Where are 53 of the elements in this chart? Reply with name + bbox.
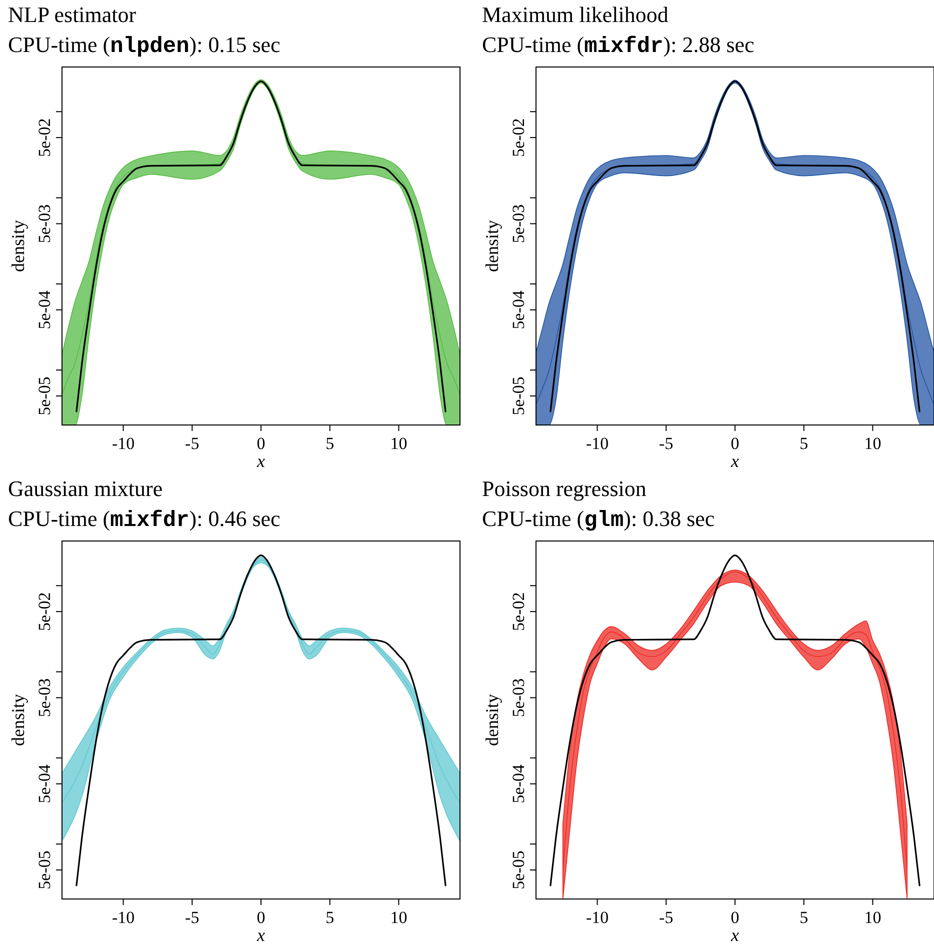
x-tick-label: 0 (730, 908, 740, 927)
x-tick-label: 5 (326, 434, 334, 453)
x-tick-label: -5 (659, 434, 674, 453)
x-tick-label: 10 (390, 434, 408, 453)
x-axis-title: x (256, 925, 265, 945)
x-tick-label: 5 (800, 434, 808, 453)
y-tick-label: 5e-05 (35, 850, 54, 890)
y-tick-label: 5e-04 (509, 764, 528, 804)
y-tick-label: 5e-05 (509, 850, 528, 890)
chart-subtitle: CPU-time (glm): 0.38 sec (482, 506, 715, 533)
chart-subtitle: CPU-time (mixfdr): 0.46 sec (8, 506, 281, 533)
y-tick-label: 5e-05 (35, 376, 54, 416)
x-axis-title: x (730, 925, 739, 945)
chart-title: NLP estimator (8, 2, 137, 27)
y-axis-title: density (482, 220, 502, 272)
x-axis-title: x (256, 451, 265, 471)
x-tick-label: 0 (256, 908, 266, 927)
x-tick-label: -5 (185, 434, 200, 453)
x-tick-label: 10 (864, 434, 882, 453)
x-tick-label: -5 (185, 908, 200, 927)
x-tick-label: -5 (659, 908, 674, 927)
x-tick-label: 10 (390, 908, 408, 927)
y-tick-label: 5e-04 (35, 290, 54, 330)
chart-title: Poisson regression (482, 476, 646, 501)
x-tick-label: -10 (586, 434, 609, 453)
y-tick-label: 5e-04 (35, 764, 54, 804)
y-tick-label: 5e-03 (509, 678, 528, 718)
chart-subtitle: CPU-time (nlpden): 0.15 sec (8, 32, 281, 59)
x-tick-label: 5 (326, 908, 334, 927)
x-tick-label: 10 (864, 908, 882, 927)
line-series (76, 554, 446, 886)
y-tick-label: 5e-02 (509, 118, 528, 157)
y-tick-label: 5e-03 (35, 678, 54, 718)
x-axis-title: x (730, 451, 739, 471)
y-tick-label: 5e-04 (509, 290, 528, 330)
y-tick-label: 5e-02 (35, 592, 54, 631)
y-axis-title: density (8, 220, 28, 272)
y-tick-label: 5e-03 (35, 204, 54, 244)
chart-title: Gaussian mixture (8, 476, 163, 501)
chart-subtitle: CPU-time (mixfdr): 2.88 sec (482, 32, 755, 59)
x-tick-label: -10 (112, 908, 135, 927)
y-axis-title: density (8, 694, 28, 746)
y-axis-title: density (482, 694, 502, 746)
x-tick-label: -10 (586, 908, 609, 927)
y-tick-label: 5e-02 (35, 118, 54, 157)
x-tick-label: 0 (256, 434, 266, 453)
x-tick-label: 0 (730, 434, 740, 453)
x-tick-label: 5 (800, 908, 808, 927)
x-tick-label: -10 (112, 434, 135, 453)
y-tick-label: 5e-05 (509, 376, 528, 416)
y-tick-label: 5e-02 (509, 592, 528, 631)
y-tick-label: 5e-03 (509, 204, 528, 244)
chart-title: Maximum likelihood (482, 2, 668, 27)
